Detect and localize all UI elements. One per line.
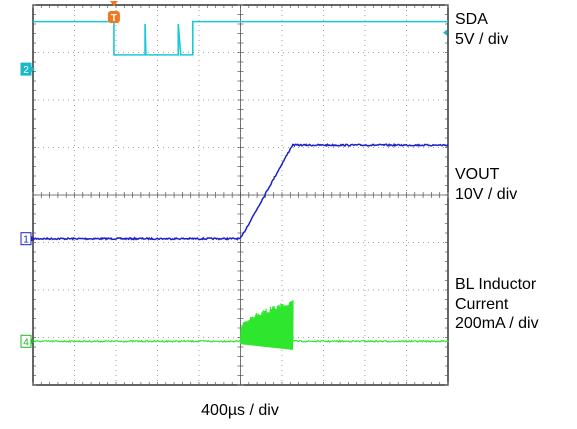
trace-group [32, 20, 449, 350]
channel-2-marker-icon: 2 [20, 62, 35, 76]
sda-trace [33, 20, 448, 56]
bl-current-label: BL Inductor Current 200mA / div [455, 275, 539, 334]
channel-1-marker-label: 1 [23, 235, 29, 246]
channel-4-marker-icon: 4 [20, 334, 35, 348]
trigger-level-arrow-icon [443, 29, 447, 36]
vout-trace [32, 142, 449, 241]
bl-current-label-line1: BL Inductor [455, 276, 537, 293]
channel-2-marker-label: 2 [23, 65, 29, 76]
bl-current-label-scale: 200mA / div [455, 315, 539, 332]
sda-label-name: SDA [455, 11, 488, 28]
channel-4-marker-label: 4 [23, 337, 29, 348]
trigger-marker-icon: T [107, 1, 120, 24]
vout-label-name: VOUT [455, 166, 500, 183]
bl-current-trace [33, 300, 449, 350]
channel-markers: 2 1 4 T [20, 1, 447, 348]
sda-label: SDA 5V / div [455, 10, 508, 49]
sda-label-scale: 5V / div [455, 30, 509, 48]
trigger-marker-label: T [111, 13, 117, 24]
vout-label: VOUT 10V / div [455, 165, 517, 204]
timebase-label: 400µs / div [201, 402, 279, 419]
graticule-grid [32, 4, 449, 386]
bl-current-label-line2: Current [455, 295, 509, 313]
vout-label-scale: 10V / div [455, 185, 518, 203]
channel-1-marker-icon: 1 [20, 232, 35, 246]
